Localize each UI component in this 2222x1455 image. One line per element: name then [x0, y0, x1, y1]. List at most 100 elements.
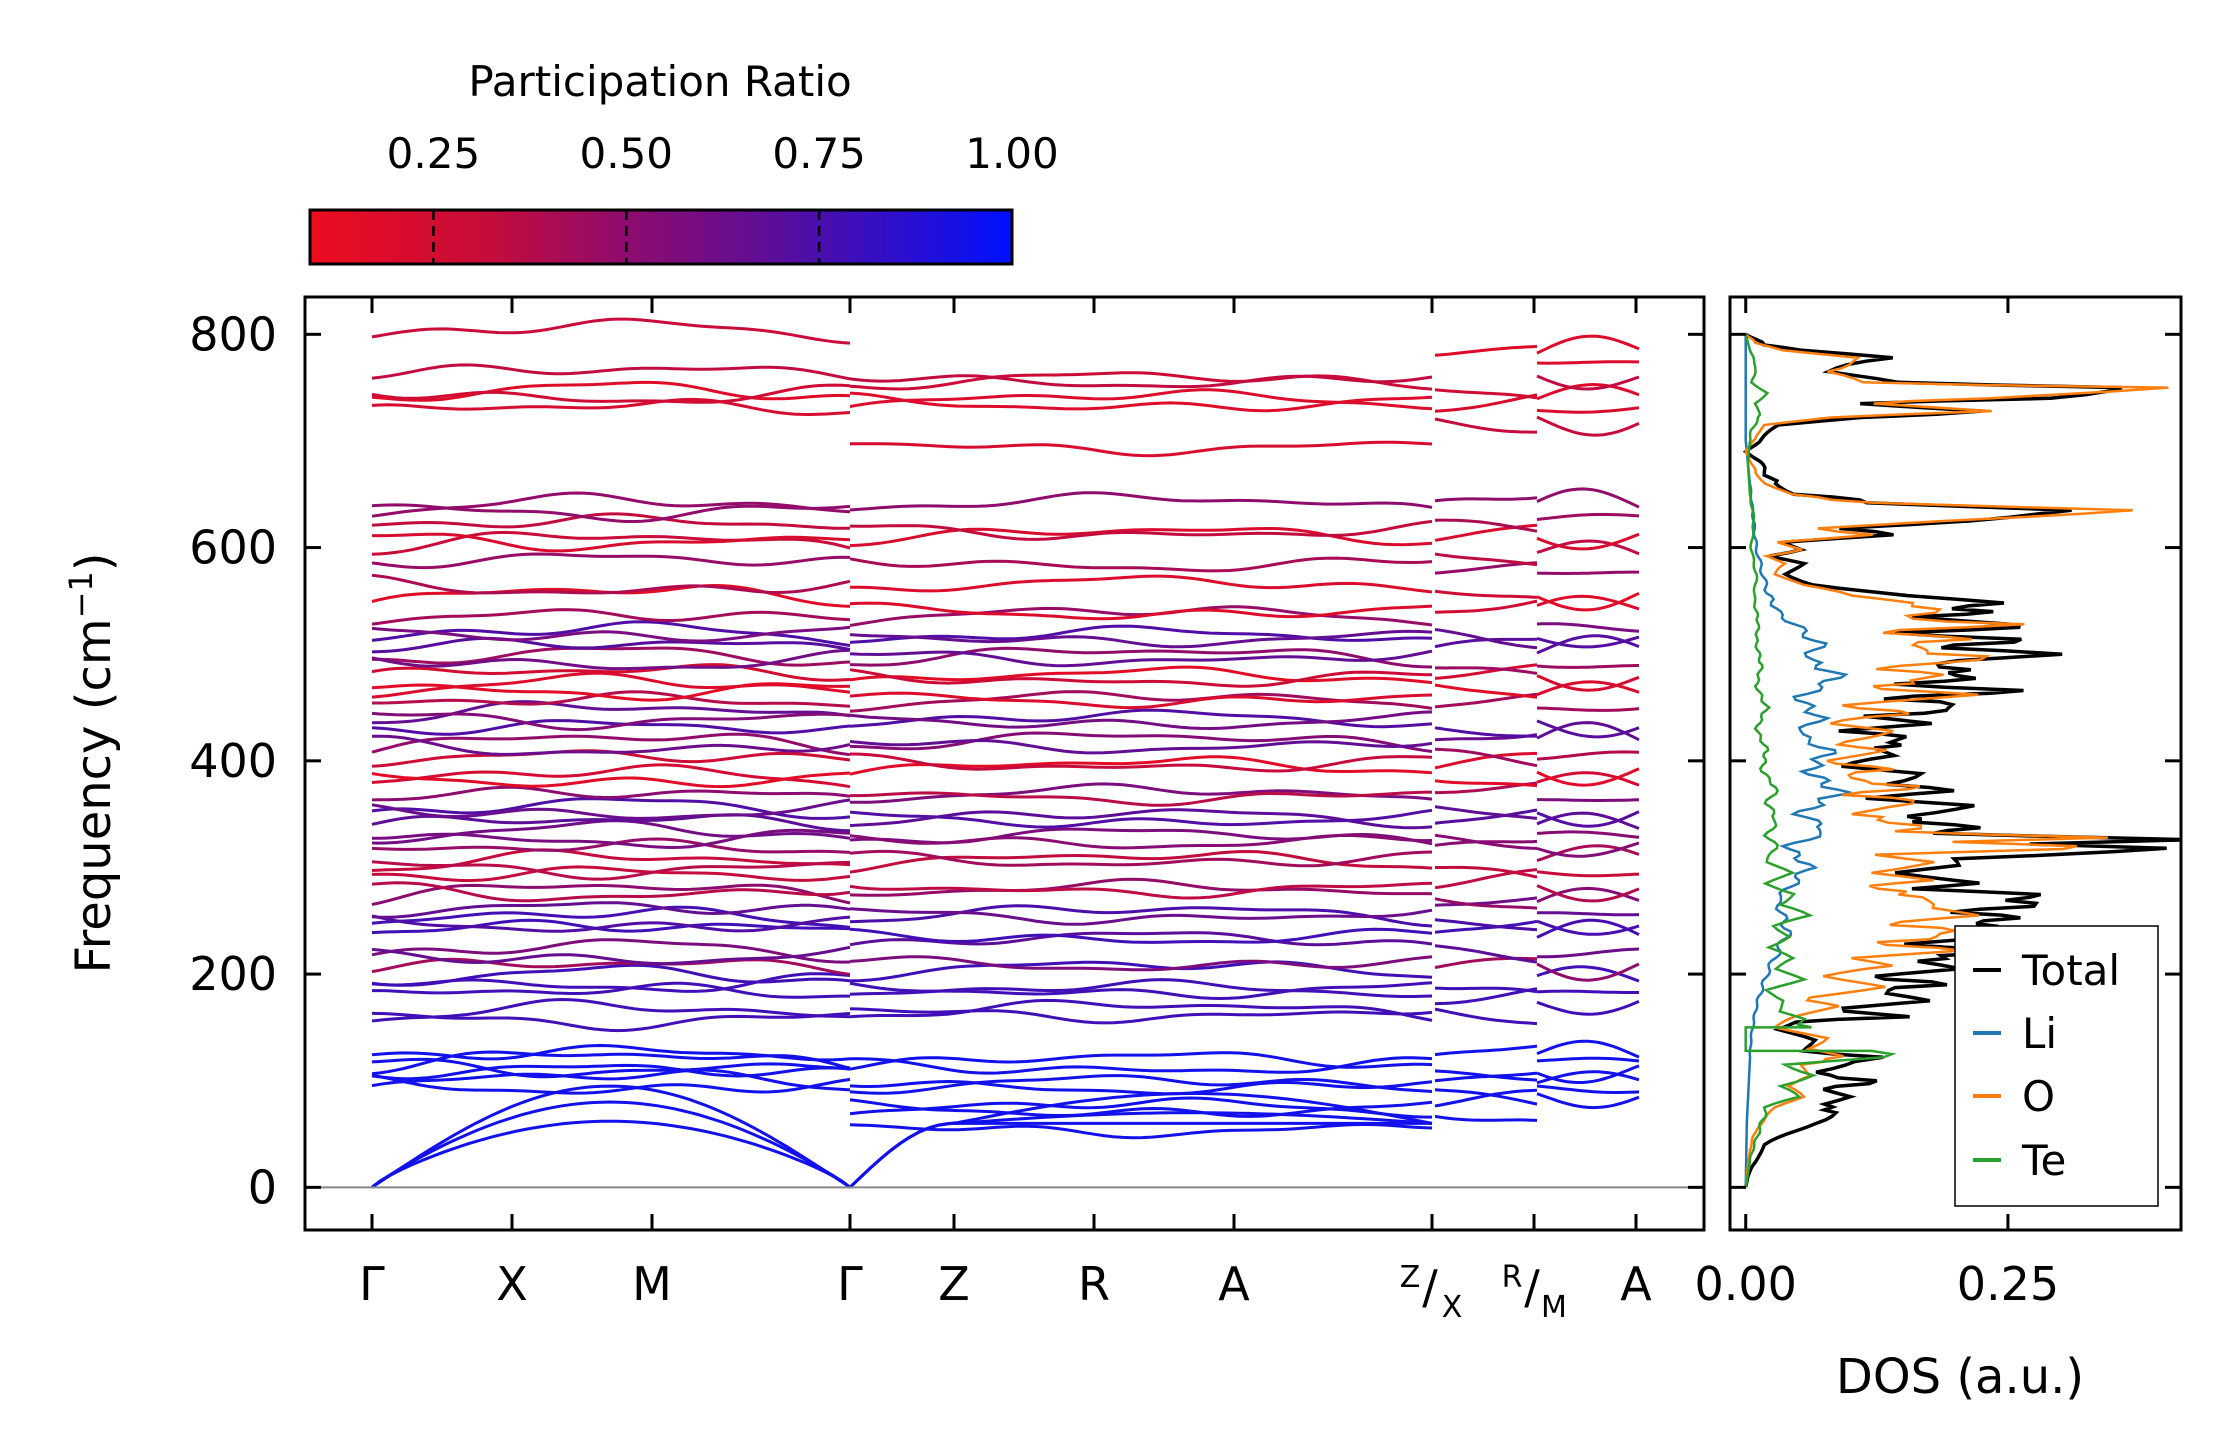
phonon-band [371, 1011, 851, 1033]
phonon-band [371, 573, 851, 595]
phonon-band [371, 957, 851, 976]
kpoint-label-r-m: R / M [1502, 1260, 1567, 1325]
phonon-band [1536, 570, 1639, 575]
phonon-band [1434, 552, 1538, 567]
phonon-band [1434, 628, 1538, 650]
kpoint-label-a-2: A [1620, 1257, 1652, 1311]
phonon-band [1434, 751, 1538, 770]
phonon-band [1536, 721, 1640, 742]
dos-series-te [1744, 333, 1897, 1188]
phonon-band [371, 1100, 851, 1189]
phonon-band [371, 972, 851, 993]
kpoint-label-gamma-2: Γ [837, 1257, 863, 1311]
phonon-band [1536, 771, 1640, 787]
legend-entry-te: Te [1973, 1136, 2066, 1185]
kpoint-label-r-m-slash: / [1524, 1260, 1540, 1314]
phonon-band [1434, 868, 1538, 890]
phonon-band [849, 998, 1433, 1022]
phonon-band [1536, 382, 1640, 401]
phonon-band [371, 1084, 851, 1189]
phonon-band [371, 380, 851, 402]
dos-x-tick-label: 0.25 [1957, 1257, 2059, 1311]
phonon-band [1536, 1064, 1640, 1084]
phonon-band [1434, 987, 1538, 1006]
phonon-band [1434, 896, 1538, 907]
phonon-band [1434, 599, 1538, 614]
dos-axes-frame [1728, 295, 2183, 1232]
phonon-band [849, 601, 1433, 621]
phonon-band [1536, 870, 1640, 878]
phonon-band [1536, 664, 1639, 669]
phonon-band [1434, 1044, 1538, 1057]
phonon-band [371, 648, 851, 671]
dos-legend: Total Li O Te [1954, 925, 2159, 1207]
band-lines [371, 317, 1640, 1189]
phonon-band [1537, 911, 1640, 917]
kpoint-label-r: R [1078, 1257, 1110, 1311]
legend-label-total: Total [2021, 946, 2120, 995]
phonon-band [1536, 810, 1640, 828]
phonon-band [1536, 1039, 1640, 1059]
phonon-band [1434, 779, 1538, 788]
band-y-ticks: 0 200 400 600 800 [189, 307, 1704, 1214]
phonon-band [849, 391, 1433, 413]
phonon-band [849, 960, 1433, 983]
band-x-ticks [370, 297, 1638, 1230]
phonon-band [371, 860, 851, 881]
phonon-band [1434, 344, 1538, 357]
phonon-band [1536, 1056, 1640, 1063]
phonon-band [1434, 986, 1538, 994]
phonon-band [849, 491, 1433, 512]
phonon-band [372, 734, 851, 756]
phonon-band [1536, 594, 1640, 611]
phonon-band [849, 1122, 1433, 1140]
phonon-band [1536, 750, 1640, 761]
phonon-band [849, 668, 1433, 688]
kpoint-label-r-m-top: R [1502, 1260, 1523, 1295]
phonon-band [850, 790, 1433, 807]
dos-lines [1742, 332, 2181, 1188]
legend-entry-li: Li [1973, 1009, 2057, 1058]
phonon-band [849, 808, 1433, 830]
phonon-band [371, 625, 851, 643]
phonon-band [1434, 808, 1538, 825]
phonon-band [849, 877, 1433, 897]
phonon-band [849, 981, 1433, 1001]
phonon-band [371, 317, 851, 345]
y-axis-title-close: ) [66, 552, 122, 571]
phonon-band [849, 955, 1433, 972]
phonon-band [1434, 393, 1538, 413]
kpoint-label-z-x-slash: / [1422, 1260, 1438, 1314]
phonon-band [371, 532, 851, 553]
phonon-band [849, 646, 1433, 669]
legend-label-li: Li [2022, 1009, 2057, 1058]
phonon-band [371, 663, 851, 682]
phonon-band [371, 383, 851, 404]
phonon-band [371, 1068, 851, 1092]
legend-label-o: O [2022, 1072, 2055, 1121]
phonon-band [371, 763, 851, 789]
kpoint-label-z-x: Z / X [1400, 1260, 1463, 1325]
phonon-band [848, 1121, 1432, 1189]
phonon-band [371, 732, 851, 757]
phonon-band [849, 1007, 1433, 1025]
legend-entry-o: O [1973, 1072, 2055, 1121]
phonon-band [849, 904, 1433, 928]
phonon-band [849, 371, 1433, 391]
phonon-band [371, 512, 850, 530]
phonon-band [1536, 674, 1640, 692]
phonon-band [849, 738, 1433, 755]
phonon-band [1434, 1069, 1538, 1082]
dos-series-o [1744, 333, 2169, 1188]
phonon-band [1536, 965, 1640, 983]
phonon-band [849, 752, 1433, 773]
phonon-band [371, 881, 851, 903]
phonon-band [372, 690, 851, 708]
legend-entry-total: Total [1973, 946, 2120, 995]
phonon-band [849, 1098, 1433, 1118]
phonon-band [1536, 918, 1640, 939]
phonon-band [371, 552, 851, 570]
phonon-band [371, 711, 851, 732]
phonon-band [850, 440, 1433, 458]
phonon-band [1536, 962, 1640, 982]
